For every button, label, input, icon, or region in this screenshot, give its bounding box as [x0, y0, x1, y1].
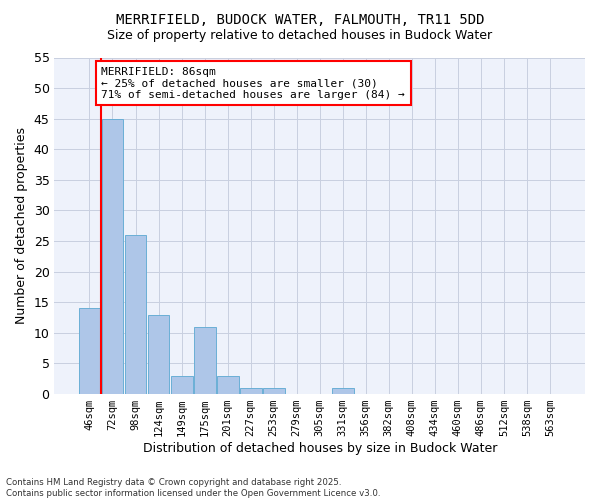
- Bar: [332, 388, 353, 394]
- Bar: [194, 327, 215, 394]
- Bar: [101, 118, 124, 394]
- Text: Contains HM Land Registry data © Crown copyright and database right 2025.
Contai: Contains HM Land Registry data © Crown c…: [6, 478, 380, 498]
- Bar: [170, 376, 193, 394]
- Text: MERRIFIELD: 86sqm
← 25% of detached houses are smaller (30)
71% of semi-detached: MERRIFIELD: 86sqm ← 25% of detached hous…: [101, 66, 405, 100]
- Y-axis label: Number of detached properties: Number of detached properties: [15, 128, 28, 324]
- Bar: [148, 314, 169, 394]
- Bar: [79, 308, 100, 394]
- Bar: [263, 388, 284, 394]
- Text: MERRIFIELD, BUDOCK WATER, FALMOUTH, TR11 5DD: MERRIFIELD, BUDOCK WATER, FALMOUTH, TR11…: [116, 12, 484, 26]
- X-axis label: Distribution of detached houses by size in Budock Water: Distribution of detached houses by size …: [143, 442, 497, 455]
- Bar: [240, 388, 262, 394]
- Text: Size of property relative to detached houses in Budock Water: Size of property relative to detached ho…: [107, 29, 493, 42]
- Bar: [217, 376, 239, 394]
- Bar: [125, 235, 146, 394]
